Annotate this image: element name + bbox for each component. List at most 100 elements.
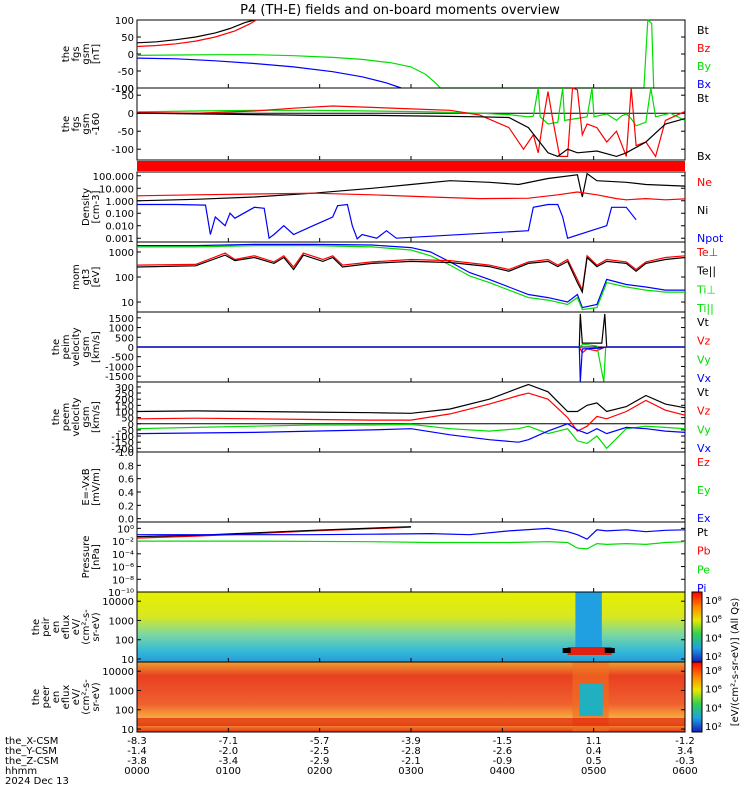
y-label-line: eV/ — [71, 688, 82, 705]
x-tick-label: -2.5 — [310, 746, 330, 757]
y-tick-label: 250 — [115, 389, 134, 400]
y-tick-label: 0.001 — [105, 234, 134, 245]
colorbar-tick-label: 10⁶ — [705, 615, 722, 626]
heatmap-feature — [562, 648, 571, 653]
separator-band — [137, 161, 685, 171]
y-label-line: en — [51, 691, 62, 704]
legend-item: Ti⊥ — [696, 283, 716, 296]
legend-item: By — [697, 60, 712, 73]
x-tick-label: -1.4 — [127, 746, 147, 757]
heatmap-feature — [575, 592, 602, 652]
legend-item: Ey — [697, 484, 711, 497]
heatmap-feature — [567, 647, 612, 655]
y-label-line: the — [61, 116, 72, 132]
y-label-line: eflux — [61, 615, 72, 640]
y-tick-label: -150 — [111, 438, 134, 449]
panel-efield: 1.0 0.8 0.6 0.4 0.2 0.0 E=-VxB [mV/m] Ez Ey Ex — [81, 448, 711, 526]
y-label-line: peem — [61, 403, 72, 431]
y-tick-label: -1500 — [105, 372, 134, 383]
series-vx — [137, 346, 685, 383]
y-tick-label: 100 — [115, 706, 134, 717]
y-tick-label: 50 — [121, 91, 134, 102]
x-axis-group: the_X-CSM -8.3 -7.1 -5.7 -3.9 -1.5 1.1 -1.2 the_… — [5, 736, 698, 787]
colorbar-tick-label: 10² — [705, 652, 722, 663]
y-label-line: the — [51, 339, 62, 355]
y-tick-label: 10⁻⁶ — [112, 563, 134, 574]
y-tick-label: 500 — [115, 333, 134, 344]
x-tick-label: 0000 — [124, 766, 149, 777]
y-tick-label: 200 — [115, 395, 134, 406]
series-bx — [136, 57, 402, 89]
y-label-line: eV/ — [71, 618, 82, 635]
y-label-line: [km/s] — [91, 331, 102, 363]
y-label-line: -160 — [91, 113, 102, 136]
x-tick-label: 3.4 — [677, 746, 693, 757]
y-label-line: sr-eV) — [91, 612, 102, 641]
x-tick-label: -3.4 — [219, 756, 239, 767]
x-tick-label: 1.1 — [586, 736, 602, 747]
y-tick-label: 10⁰ — [117, 524, 134, 535]
y-tick-label: 100 — [115, 273, 134, 284]
y-label-line: sr-eV) — [91, 682, 102, 711]
y-label-line: the — [31, 689, 42, 705]
legend-item: Bx — [697, 150, 712, 163]
y-label-line: velocity — [71, 327, 82, 366]
y-axis-label: the peem velocity gsm [km/s] — [51, 397, 102, 436]
legend-item: Pb — [697, 545, 711, 558]
x-row-label: the_Z-CSM — [5, 756, 59, 767]
y-tick-label: 10.000 — [99, 184, 134, 195]
heatmap-feature — [579, 684, 603, 716]
legend-item: Pe — [697, 563, 710, 576]
y-tick-label: -100 — [111, 432, 134, 443]
series-ne — [136, 191, 686, 201]
y-label-line: peir — [41, 616, 52, 636]
x-tick-label: -2.9 — [310, 756, 330, 767]
x-tick-label: -2.0 — [219, 746, 239, 757]
y-tick-label: -50 — [118, 426, 134, 437]
panel-peer-spectrogram: 10000 1000 100 10 the peer en eflux eV/(cm²-s-sr… — [31, 661, 686, 736]
x-tick-label: -2.1 — [401, 756, 421, 767]
y-tick-label: -200 — [111, 444, 134, 455]
legend-item: Vx — [697, 372, 712, 385]
x-row-label: the_Y-CSM — [5, 746, 57, 757]
y-tick-label: 10 — [121, 298, 134, 309]
x-tick-label: -2.8 — [401, 746, 421, 757]
y-axis-label: mom gt3 [eV] — [71, 264, 102, 290]
x-tick-label: 0300 — [398, 766, 423, 777]
legend-item: Pi — [697, 582, 706, 595]
y-axis-label: the peir en eflux eV/(cm²-s-sr-eV) — [31, 609, 102, 645]
x-tick-label: 0200 — [307, 766, 332, 777]
panel-pressure: 10⁰ 10⁻² 10⁻⁴ 10⁻⁶10⁻⁸ 10⁻¹⁰ Pressure [nPa] Pt P… — [81, 521, 711, 599]
x-tick-label: -3.9 — [401, 736, 421, 747]
colorbar — [691, 661, 703, 733]
x-row-label: the_X-CSM — [5, 736, 58, 747]
x-tick-label: 0.4 — [586, 746, 602, 757]
y-tick-label: 10 — [121, 725, 134, 736]
legend-item: Vx — [697, 442, 712, 455]
panel-peir-spectrogram: 10000 1000 100 10 the peir en eflux eV/(cm²-s-sr… — [31, 591, 686, 666]
legend-item: Vt — [697, 386, 710, 399]
y-tick-label: 0 — [128, 343, 134, 354]
y-label-line: Pressure — [81, 536, 92, 579]
y-axis-label: the peim velocity gsm [km/s] — [51, 327, 102, 366]
series-vy — [137, 343, 685, 383]
series-pb — [136, 526, 412, 539]
legend-item: Ti|| — [696, 302, 714, 315]
colorbar — [691, 591, 703, 663]
heatmap-feature — [604, 648, 615, 653]
y-tick-label: -100 — [111, 145, 134, 156]
series-bt — [136, 19, 255, 44]
y-label-line: E=-VxB — [81, 468, 92, 505]
colorbar-label: [eV/(cm²-s-sr-eV)] (All Qs) — [730, 598, 741, 727]
colorbar-tick-label: 10⁸ — [705, 596, 722, 607]
colorbar-tick-label: 10⁴ — [705, 703, 722, 714]
colorbar-label-text: [eV/(cm²-s-sr-eV)] (All Qs) — [730, 598, 741, 727]
series-vt — [136, 383, 686, 414]
series-ti — [137, 243, 685, 309]
y-tick-label: 0.2 — [118, 501, 134, 512]
y-label-line: mom — [71, 264, 82, 290]
series-ti- — [137, 245, 685, 311]
y-tick-label: 0.6 — [118, 475, 134, 486]
legend-item: Vy — [697, 423, 711, 436]
y-label-line: (cm²-s- — [81, 679, 92, 715]
